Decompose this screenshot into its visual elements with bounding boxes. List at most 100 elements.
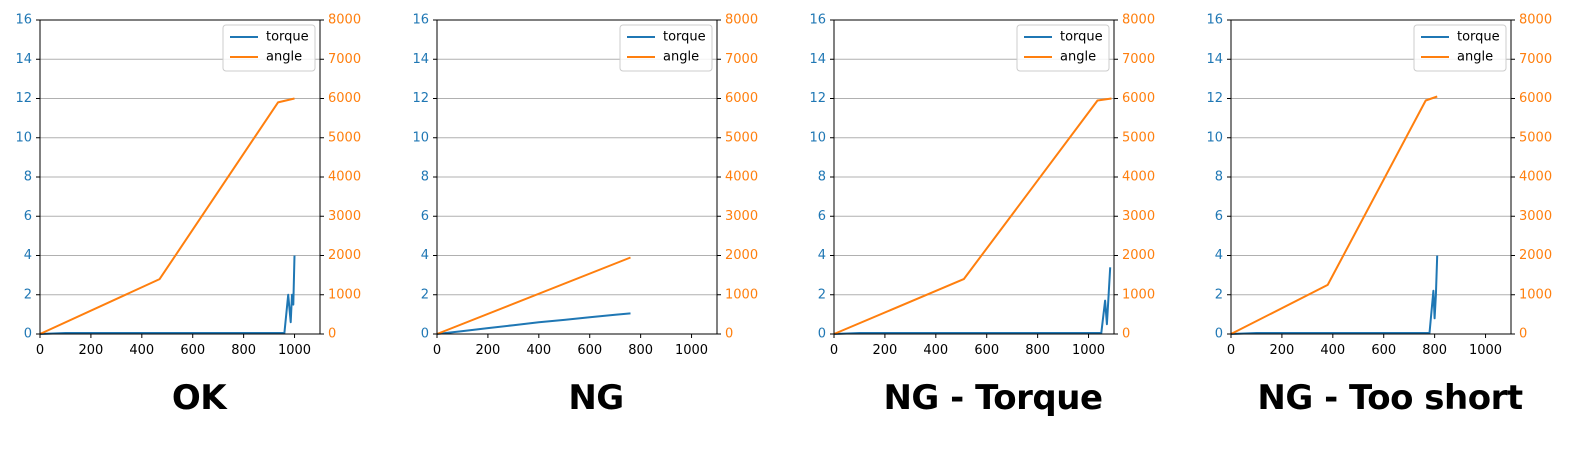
- y-tick-label-left: 10: [412, 130, 429, 145]
- legend-label-torque: torque: [1457, 30, 1500, 45]
- y-tick-label-left: 6: [421, 209, 429, 224]
- legend-label-angle: angle: [663, 50, 699, 65]
- chart-panel: 0 2 4 6 8 10 12 14 16 0 1000 2000 3000 4000 5000 6000 70…: [1191, 0, 1589, 450]
- y-tick-label-left: 4: [24, 248, 32, 263]
- chart-svg: 0246810121416010002000300040005000600070…: [15, 13, 361, 359]
- chart-panel: 0 2 4 6 8 10 12 14 16 0 1000 2000 3000 4000 5000 6000 70…: [397, 0, 795, 450]
- y-tick-label-right: 2000: [725, 248, 758, 263]
- y-tick-label-left: 4: [421, 248, 429, 263]
- y-tick-label-right: 3000: [328, 209, 361, 224]
- legend: torque angle: [222, 24, 316, 72]
- y-tick-label-left: 12: [412, 91, 429, 106]
- x-tick-label: 1000: [675, 343, 708, 358]
- x-tick-label: 800: [231, 343, 256, 358]
- y-tick-label-right: 1000: [1519, 287, 1552, 302]
- y-tick-label-left: 0: [24, 327, 32, 342]
- y-tick-label-left: 12: [809, 91, 826, 106]
- chart-svg: 0246810121416010002000300040005000600070…: [809, 13, 1155, 359]
- x-tick-label: 0: [1227, 343, 1235, 358]
- y-tick-label-right: 7000: [328, 52, 361, 67]
- series-line-angle: [436, 256, 631, 335]
- x-tick-label: 1000: [278, 343, 311, 358]
- legend-label-angle: angle: [1060, 50, 1096, 65]
- y-tick-label-right: 0: [1519, 327, 1527, 342]
- chart-panel: 0 2 4 6 8 10 12 14 16 0 1000 2000 3000 4000 5000 6000 70…: [794, 0, 1192, 450]
- y-tick-label-right: 8000: [328, 13, 361, 28]
- chart-panel: 0 2 4 6 8 10 12 14 16 0 1000 2000 3000 4000 5000 6000 70…: [0, 0, 398, 450]
- x-tick-label: 400: [526, 343, 551, 358]
- y-tick-label-right: 4000: [725, 170, 758, 185]
- y-tick-label-right: 2000: [1122, 248, 1155, 263]
- y-tick-label-right: 4000: [1122, 170, 1155, 185]
- y-tick-label-left: 2: [24, 287, 32, 302]
- y-tick-label-right: 1000: [328, 287, 361, 302]
- x-tick-label: 600: [577, 343, 602, 358]
- series-line-angle: [833, 97, 1112, 335]
- y-tick-label-right: 3000: [1122, 209, 1155, 224]
- y-tick-label-left: 14: [412, 52, 429, 67]
- x-tick-label: 200: [78, 343, 103, 358]
- x-tick-label: 600: [1371, 343, 1396, 358]
- y-tick-label-left: 6: [818, 209, 826, 224]
- y-tick-label-right: 5000: [328, 130, 361, 145]
- y-tick-label-right: 0: [725, 327, 733, 342]
- chart-title: NG: [568, 378, 624, 418]
- y-tick-label-right: 0: [328, 327, 336, 342]
- y-tick-label-right: 3000: [1519, 209, 1552, 224]
- series-line-angle: [39, 97, 295, 335]
- x-tick-label: 200: [872, 343, 897, 358]
- series-line-torque: [436, 312, 631, 335]
- y-tick-label-left: 14: [1206, 52, 1223, 67]
- y-tick-label-left: 6: [1215, 209, 1223, 224]
- legend: torque angle: [1016, 24, 1110, 72]
- x-tick-label: 0: [433, 343, 441, 358]
- legend-label-angle: angle: [266, 50, 302, 65]
- legend-label-torque: torque: [1060, 30, 1103, 45]
- series-line-torque: [1230, 255, 1439, 335]
- legend-label-torque: torque: [266, 30, 309, 45]
- y-tick-label-right: 6000: [328, 91, 361, 106]
- y-tick-label-right: 1000: [725, 287, 758, 302]
- y-tick-label-right: 3000: [725, 209, 758, 224]
- y-tick-label-right: 5000: [1519, 130, 1552, 145]
- y-tick-label-right: 2000: [1519, 248, 1552, 263]
- x-tick-label: 600: [974, 343, 999, 358]
- y-tick-label-left: 2: [421, 287, 429, 302]
- y-tick-label-left: 16: [1206, 13, 1223, 28]
- y-tick-label-left: 2: [818, 287, 826, 302]
- x-tick-label: 1000: [1469, 343, 1502, 358]
- y-tick-label-left: 8: [1215, 170, 1223, 185]
- legend: torque angle: [1413, 24, 1507, 72]
- y-tick-label-left: 10: [15, 130, 32, 145]
- x-tick-label: 400: [1320, 343, 1345, 358]
- y-tick-label-left: 2: [1215, 287, 1223, 302]
- legend-label-torque: torque: [663, 30, 706, 45]
- y-tick-label-left: 16: [412, 13, 429, 28]
- y-tick-label-right: 8000: [1519, 13, 1552, 28]
- chart-title: OK: [171, 378, 227, 418]
- chart-svg: 0246810121416010002000300040005000600070…: [412, 13, 758, 359]
- y-tick-label-right: 1000: [1122, 287, 1155, 302]
- y-tick-label-left: 8: [24, 170, 32, 185]
- y-tick-label-left: 0: [1215, 327, 1223, 342]
- series-line-torque: [833, 267, 1112, 335]
- series-line-torque: [39, 255, 296, 335]
- legend-label-angle: angle: [1457, 50, 1493, 65]
- chart-title: NG - Torque: [883, 378, 1103, 418]
- y-tick-label-right: 4000: [328, 170, 361, 185]
- y-tick-label-right: 5000: [1122, 130, 1155, 145]
- x-tick-label: 0: [830, 343, 838, 358]
- x-tick-label: 200: [1269, 343, 1294, 358]
- y-tick-label-left: 4: [1215, 248, 1223, 263]
- y-tick-label-left: 12: [1206, 91, 1223, 106]
- chart-title: NG - Too short: [1257, 378, 1523, 418]
- chart-svg: 0246810121416010002000300040005000600070…: [1206, 13, 1552, 359]
- y-tick-label-right: 6000: [725, 91, 758, 106]
- y-tick-label-left: 8: [421, 170, 429, 185]
- x-tick-label: 400: [129, 343, 154, 358]
- x-tick-label: 800: [1422, 343, 1447, 358]
- series-line-angle: [1230, 95, 1438, 335]
- legend: torque angle: [619, 24, 713, 72]
- y-tick-label-right: 6000: [1122, 91, 1155, 106]
